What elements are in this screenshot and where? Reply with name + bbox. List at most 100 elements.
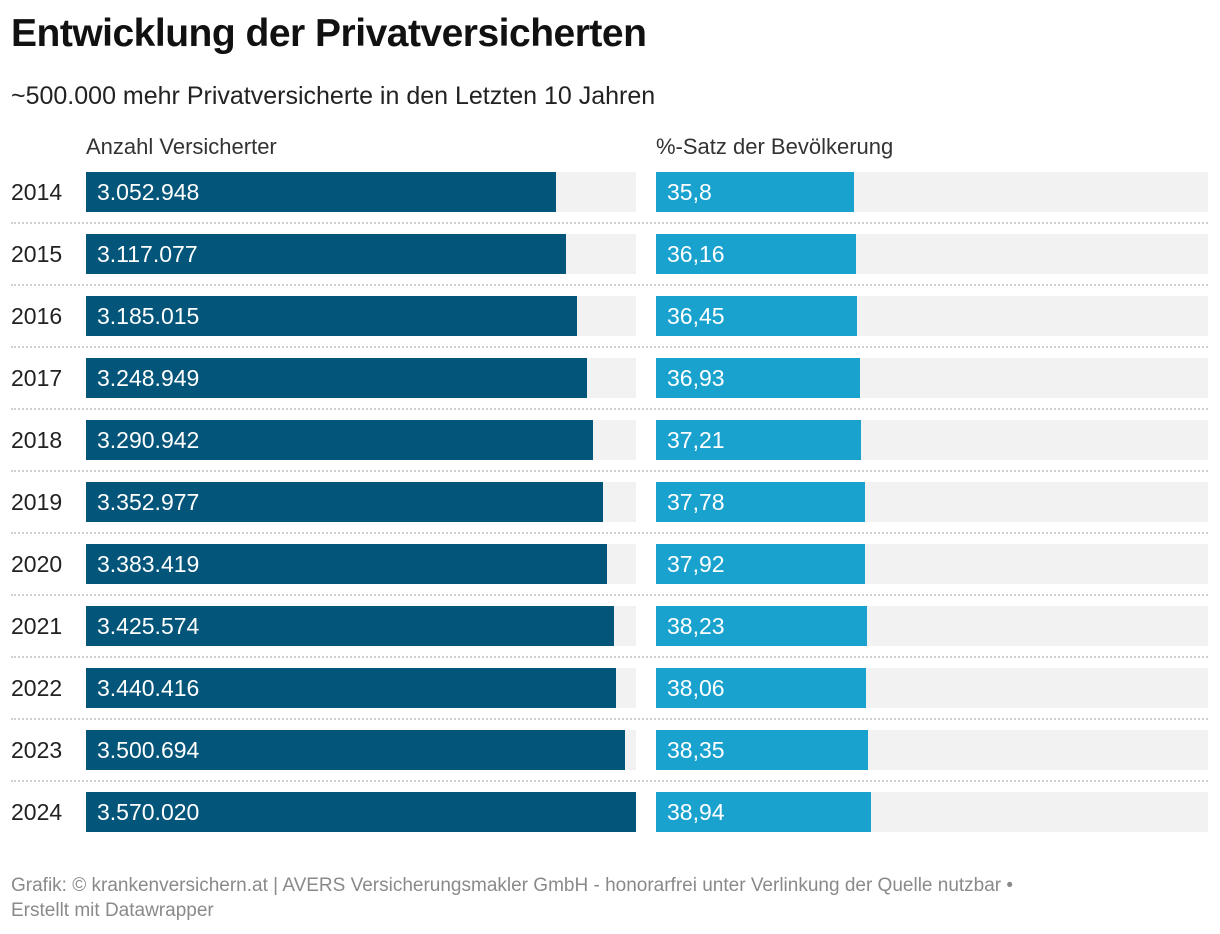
anzahl-bar-track: 3.117.077 [86,234,636,274]
anzahl-bar [86,792,636,832]
prozent-bar [656,234,856,274]
prozent-value-label: 37,92 [667,551,725,577]
prozent-bar [656,606,867,646]
anzahl-bar [86,668,616,708]
column-header-anzahl: Anzahl Versicherter [86,134,277,159]
row-divider [11,718,1208,720]
anzahl-bar [86,172,556,212]
prozent-value-label: 38,06 [667,675,725,701]
row-divider [11,470,1208,472]
anzahl-bar [86,482,603,522]
chart-row: 2016 3.185.015 36,45 [0,296,1220,358]
anzahl-value-label: 3.290.942 [97,427,200,453]
bar-chart-rows: 2014 3.052.948 35,8 2015 3.117.077 36,16 2016 3… [0,172,1220,854]
chart-row: 2022 3.440.416 38,06 [0,668,1220,730]
row-divider [11,408,1208,410]
prozent-bar-track: 38,94 [656,792,1208,832]
anzahl-bar-track: 3.185.015 [86,296,636,336]
prozent-bar-track: 35,8 [656,172,1208,212]
prozent-bar [656,668,866,708]
chart-row: 2015 3.117.077 36,16 [0,234,1220,296]
prozent-value-label: 38,35 [667,737,725,763]
anzahl-value-label: 3.117.077 [97,241,198,267]
chart-subtitle: ~500.000 mehr Privatversicherte in den L… [11,82,656,110]
footer-credit: Grafik: © krankenversichern.at | AVERS V… [11,875,1014,896]
row-divider [11,346,1208,348]
prozent-bar [656,730,868,770]
anzahl-bar-track: 3.425.574 [86,606,636,646]
prozent-bar [656,420,861,460]
chart-row: 2014 3.052.948 35,8 [0,172,1220,234]
chart-row: 2023 3.500.694 38,35 [0,730,1220,792]
row-divider [11,594,1208,596]
anzahl-value-label: 3.425.574 [97,613,200,639]
chart-title: Entwicklung der Privatversicherten [11,12,647,55]
anzahl-bar-track: 3.248.949 [86,358,636,398]
anzahl-bar [86,544,607,584]
year-label: 2020 [11,551,63,577]
anzahl-value-label: 3.248.949 [97,365,200,391]
year-label: 2015 [11,241,63,267]
prozent-bar-track: 36,93 [656,358,1208,398]
anzahl-bar [86,234,566,274]
anzahl-bar-track: 3.052.948 [86,172,636,212]
year-label: 2014 [11,179,63,205]
anzahl-bar [86,358,587,398]
prozent-bar [656,792,871,832]
year-label: 2023 [11,737,63,763]
anzahl-bar [86,296,577,336]
row-divider [11,780,1208,782]
prozent-bar [656,296,857,336]
prozent-value-label: 37,21 [667,427,725,453]
column-header-prozent: %-Satz der Bevölkerung [656,134,894,159]
anzahl-bar [86,606,614,646]
footer-datawrapper: Erstellt mit Datawrapper [11,900,214,921]
prozent-value-label: 36,93 [667,365,725,391]
anzahl-value-label: 3.052.948 [97,179,200,205]
prozent-bar [656,482,865,522]
row-divider [11,284,1208,286]
prozent-bar-track: 37,21 [656,420,1208,460]
prozent-bar [656,358,860,398]
row-divider [11,656,1208,658]
anzahl-value-label: 3.440.416 [97,675,200,701]
year-label: 2019 [11,489,63,515]
anzahl-bar-track: 3.383.419 [86,544,636,584]
prozent-bar-track: 36,16 [656,234,1208,274]
prozent-value-label: 36,16 [667,241,725,267]
chart-row: 2021 3.425.574 38,23 [0,606,1220,668]
anzahl-bar-track: 3.570.020 [86,792,636,832]
prozent-bar [656,172,854,212]
chart-row: 2024 3.570.020 38,94 [0,792,1220,854]
year-label: 2017 [11,365,63,391]
anzahl-value-label: 3.185.015 [97,303,200,329]
anzahl-value-label: 3.352.977 [97,489,200,515]
anzahl-bar-track: 3.352.977 [86,482,636,522]
chart-footer: Grafik: © krankenversichern.at | AVERS V… [11,873,1201,923]
chart-row: 2018 3.290.942 37,21 [0,420,1220,482]
prozent-bar-track: 36,45 [656,296,1208,336]
year-label: 2016 [11,303,63,329]
chart-row: 2017 3.248.949 36,93 [0,358,1220,420]
prozent-bar-track: 37,78 [656,482,1208,522]
year-label: 2018 [11,427,63,453]
prozent-bar-track: 38,35 [656,730,1208,770]
prozent-bar [656,544,865,584]
year-label: 2022 [11,675,63,701]
chart-row: 2019 3.352.977 37,78 [0,482,1220,544]
anzahl-bar [86,730,625,770]
anzahl-bar [86,420,593,460]
row-divider [11,532,1208,534]
prozent-bar-track: 38,23 [656,606,1208,646]
prozent-bar-track: 37,92 [656,544,1208,584]
year-label: 2021 [11,613,63,639]
anzahl-bar-track: 3.440.416 [86,668,636,708]
row-divider [11,222,1208,224]
prozent-value-label: 36,45 [667,303,725,329]
prozent-value-label: 38,94 [667,799,725,825]
prozent-value-label: 38,23 [667,613,725,639]
year-label: 2024 [11,799,63,825]
prozent-value-label: 35,8 [667,179,712,205]
anzahl-value-label: 3.500.694 [97,737,200,763]
chart-row: 2020 3.383.419 37,92 [0,544,1220,606]
